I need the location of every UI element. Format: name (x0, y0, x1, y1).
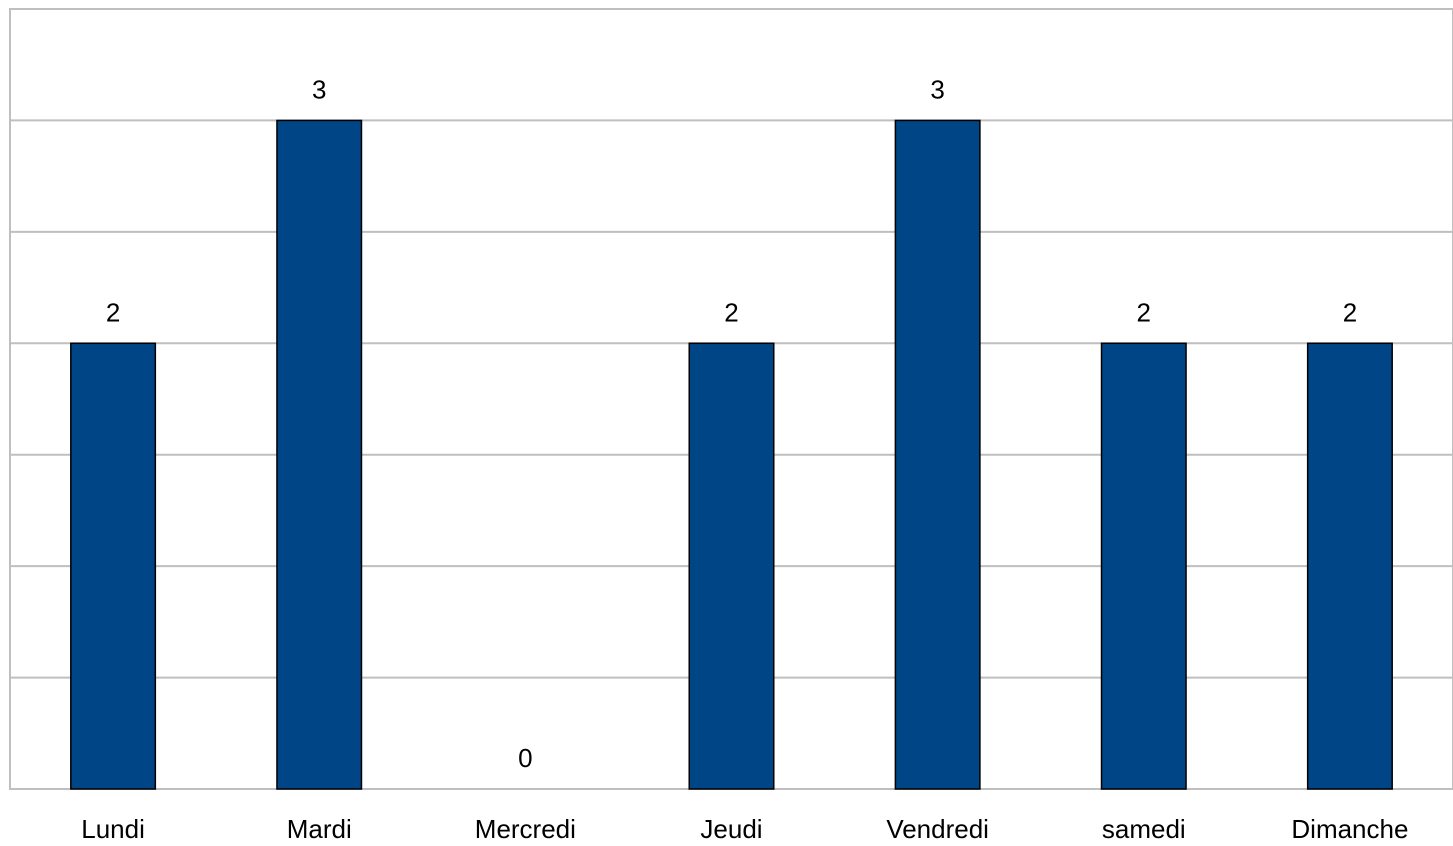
bars-layer (70, 119, 1393, 790)
bar-samedi (1100, 342, 1187, 790)
data-label-mercredi: 0 (518, 743, 532, 773)
x-tick-label-jeudi: Jeudi (700, 814, 762, 844)
data-label-samedi: 2 (1137, 297, 1151, 327)
bar-jeudi (688, 342, 775, 790)
bar-mardi (276, 119, 363, 790)
x-tick-label-lundi: Lundi (81, 814, 145, 844)
x-axis-tick-labels: Lundi Mardi Mercredi Jeudi Vendredi samedi Dim… (81, 814, 1408, 844)
bar-lundi (70, 342, 157, 790)
bar-vendredi (894, 119, 981, 790)
x-tick-label-dimanche: Dimanche (1291, 814, 1408, 844)
data-label-mardi: 3 (312, 74, 326, 104)
data-label-lundi: 2 (106, 297, 120, 327)
x-tick-label-samedi: samedi (1102, 814, 1186, 844)
bar-dimanche (1306, 342, 1393, 790)
data-label-vendredi: 3 (930, 74, 944, 104)
data-label-jeudi: 2 (724, 297, 738, 327)
x-tick-label-mercredi: Mercredi (475, 814, 576, 844)
x-tick-label-vendredi: Vendredi (886, 814, 989, 844)
x-tick-label-mardi: Mardi (287, 814, 352, 844)
data-label-dimanche: 2 (1343, 297, 1357, 327)
data-labels-layer: 2 3 0 2 3 2 2 (106, 74, 1357, 773)
